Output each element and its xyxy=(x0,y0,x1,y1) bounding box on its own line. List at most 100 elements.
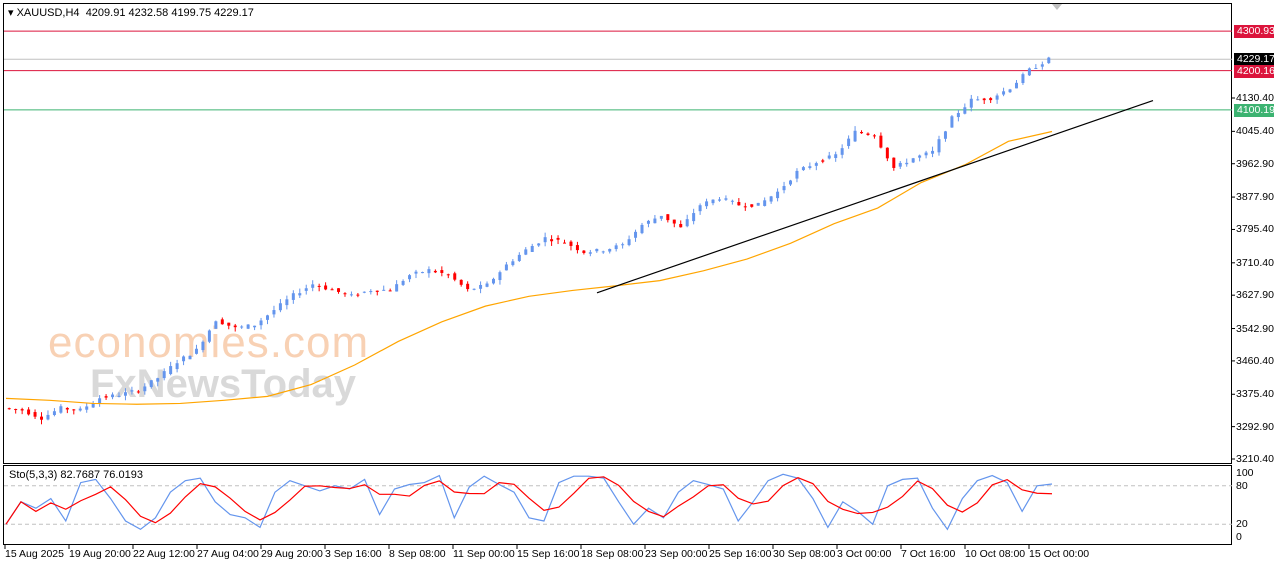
bull-candle xyxy=(259,320,263,326)
bear-candle xyxy=(750,204,754,207)
time-tick-label: 15 Aug 2025 xyxy=(5,548,64,560)
bear-candle xyxy=(72,409,76,411)
bull-candle xyxy=(769,196,773,202)
bull-candle xyxy=(789,180,792,185)
watermark-economies: economies.com xyxy=(48,318,370,367)
bull-candle xyxy=(194,348,198,354)
bull-candle xyxy=(898,162,902,167)
bear-candle xyxy=(440,270,444,273)
price-level-tag: 4200.16 xyxy=(1234,64,1275,78)
time-tick-label: 8 Sep 08:00 xyxy=(389,548,446,560)
bull-candle xyxy=(524,249,528,255)
bear-candle xyxy=(672,219,676,224)
price-chart-area[interactable] xyxy=(3,3,1232,464)
bull-candle xyxy=(840,148,844,155)
bull-candle xyxy=(1008,89,1012,93)
bull-candle xyxy=(420,272,424,274)
bull-candle xyxy=(304,288,308,291)
bull-candle xyxy=(362,291,366,293)
bear-candle xyxy=(446,274,450,276)
bull-candle xyxy=(253,325,257,328)
bull-candle xyxy=(395,284,399,292)
bear-candle xyxy=(104,396,108,398)
time-tick-label: 25 Sep 16:00 xyxy=(709,548,772,560)
bear-candle xyxy=(324,285,328,290)
bull-candle xyxy=(931,150,935,154)
bear-candle xyxy=(7,408,11,410)
bull-candle xyxy=(511,261,515,266)
chart-shift-marker[interactable] xyxy=(1052,4,1062,10)
bull-candle xyxy=(801,167,805,171)
price-tick-label: 3542.90 xyxy=(1236,322,1274,335)
bear-candle xyxy=(982,98,986,101)
time-tick-label: 23 Sep 00:00 xyxy=(645,548,708,560)
bull-candle xyxy=(52,411,56,416)
bull-candle xyxy=(601,251,605,253)
bull-candle xyxy=(266,315,269,320)
bull-candle xyxy=(311,284,315,288)
price-tick-label: 3210.40 xyxy=(1236,453,1274,465)
bear-candle xyxy=(27,409,31,415)
bull-candle xyxy=(111,394,115,398)
bear-candle xyxy=(343,293,347,295)
bull-candle xyxy=(285,299,289,306)
time-tick-label: 22 Aug 12:00 xyxy=(133,548,195,560)
collapse-arrow-icon[interactable]: ▾ xyxy=(8,7,14,19)
bear-candle xyxy=(679,224,683,228)
bull-candle xyxy=(1002,91,1006,95)
bear-candle xyxy=(892,157,896,168)
bull-candle xyxy=(278,303,282,311)
bull-candle xyxy=(298,293,302,296)
bull-candle xyxy=(427,269,431,274)
bull-candle xyxy=(382,289,386,291)
bull-candle xyxy=(369,291,373,293)
stochastic-panel[interactable] xyxy=(3,465,1232,545)
bear-candle xyxy=(388,290,392,292)
bull-candle xyxy=(659,215,663,219)
stochastic-d-line xyxy=(5,476,1053,525)
bull-candle xyxy=(207,330,211,342)
bull-candle xyxy=(543,237,547,243)
bear-candle xyxy=(459,279,463,285)
time-tick-label: 18 Sep 08:00 xyxy=(581,548,644,560)
bull-candle xyxy=(698,205,702,212)
bear-candle xyxy=(337,288,341,292)
bull-candle xyxy=(1034,67,1038,69)
bull-candle xyxy=(349,294,353,296)
bull-candle xyxy=(756,202,760,206)
bull-candle xyxy=(472,288,476,290)
bull-candle xyxy=(614,245,618,250)
bull-candle xyxy=(853,130,857,142)
bull-candle xyxy=(491,278,495,284)
price-level-tag: 4229.17 xyxy=(1234,53,1275,67)
bull-candle xyxy=(827,155,831,159)
bull-candle xyxy=(595,248,599,252)
time-tick-label: 7 Oct 16:00 xyxy=(901,548,956,560)
bull-candle xyxy=(98,398,102,404)
time-tick-label: 11 Sep 00:00 xyxy=(453,548,515,560)
price-tick-label: 3877.90 xyxy=(1236,191,1274,204)
bear-candle xyxy=(879,135,883,148)
bull-candle xyxy=(808,166,812,168)
bear-candle xyxy=(330,289,334,291)
bull-candle xyxy=(408,275,412,280)
bull-candle xyxy=(201,341,205,351)
bull-candle xyxy=(685,219,689,227)
bull-candle xyxy=(963,107,967,114)
bull-candle xyxy=(246,324,250,329)
bear-candle xyxy=(550,239,554,242)
bear-candle xyxy=(40,416,44,420)
stochastic-level-label: 100 xyxy=(1236,467,1254,479)
bull-candle xyxy=(401,280,405,285)
price-tick-label: 4045.40 xyxy=(1236,125,1274,138)
bear-candle xyxy=(466,283,470,290)
chart-title: ▾ XAUUSD,H4 4209.91 4232.58 4199.75 4229… xyxy=(8,6,254,19)
bull-candle xyxy=(188,355,192,360)
stochastic-label: Sto(5,3,3) 82.7687 76.0193 xyxy=(9,469,143,481)
time-tick-label: 19 Aug 20:00 xyxy=(69,548,131,560)
bear-candle xyxy=(136,391,140,393)
bull-candle xyxy=(214,321,218,329)
bear-candle xyxy=(582,250,586,253)
bull-candle xyxy=(182,356,186,362)
